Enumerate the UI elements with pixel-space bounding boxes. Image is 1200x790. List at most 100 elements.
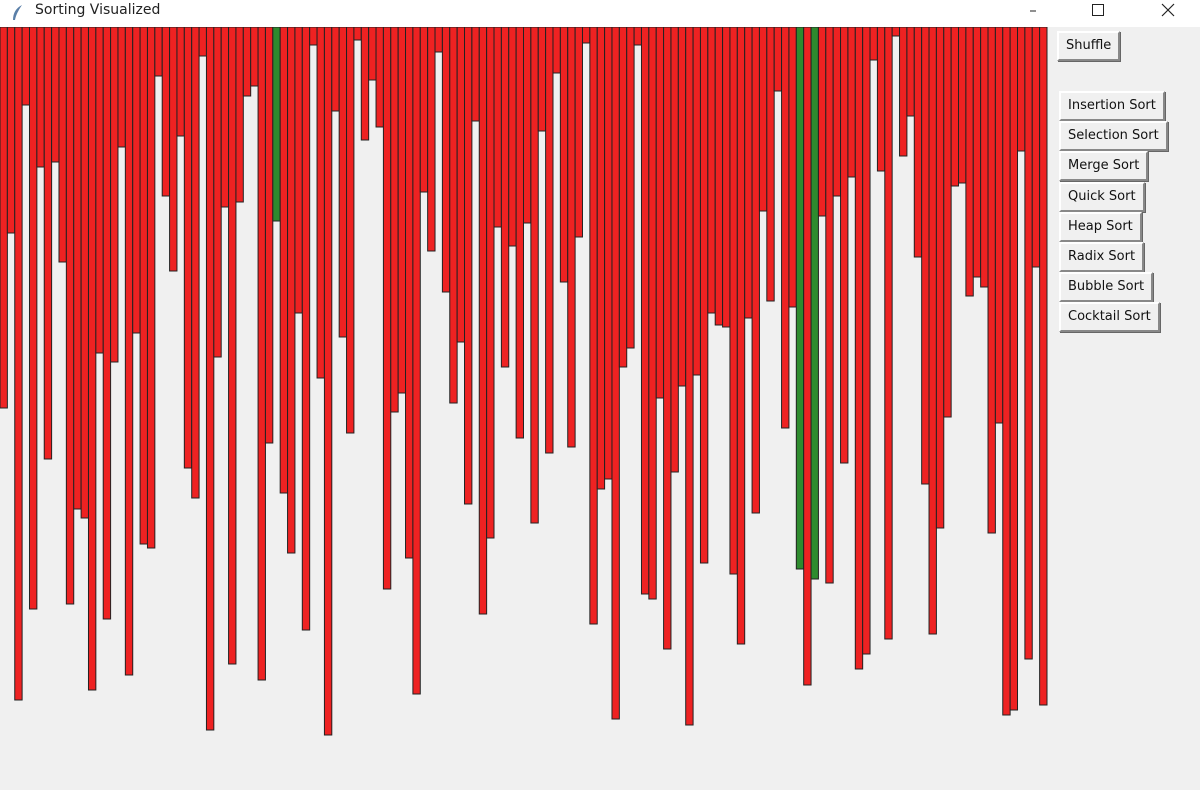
bar — [464, 27, 473, 505]
bar — [102, 27, 112, 620]
bar — [493, 27, 502, 228]
bar — [257, 27, 266, 681]
bar — [279, 27, 289, 494]
bar — [471, 27, 480, 122]
bar — [840, 27, 849, 464]
bar — [36, 27, 45, 168]
bar — [508, 27, 517, 247]
bar — [368, 27, 377, 81]
bar — [1002, 27, 1011, 716]
bar — [183, 27, 193, 469]
bar — [250, 27, 259, 87]
bar — [884, 27, 893, 640]
bar — [655, 27, 665, 399]
bar — [213, 27, 222, 358]
bar — [596, 27, 606, 490]
bar — [1031, 27, 1041, 268]
sort-button[interactable]: Quick Sort — [1059, 181, 1145, 212]
bar — [633, 27, 642, 46]
bar — [722, 27, 731, 328]
bar-canvas — [0, 27, 1048, 736]
bar — [604, 27, 613, 480]
bar — [795, 27, 805, 570]
bar — [191, 27, 200, 499]
bar — [73, 27, 82, 510]
bar — [228, 27, 237, 665]
bar — [987, 27, 996, 534]
bar — [707, 27, 716, 314]
bar — [198, 27, 207, 57]
bar — [648, 27, 657, 600]
bar — [80, 27, 89, 519]
bar — [1024, 27, 1033, 660]
sort-button[interactable]: Radix Sort — [1059, 242, 1145, 272]
bar — [6, 27, 16, 234]
bar — [862, 27, 871, 655]
bar — [43, 27, 53, 460]
bar — [1039, 27, 1048, 706]
bar — [21, 27, 30, 106]
bar — [677, 27, 687, 387]
bar — [980, 27, 989, 288]
bar — [994, 27, 1004, 424]
bar — [146, 27, 156, 549]
bar — [869, 27, 878, 61]
bar — [663, 27, 672, 650]
bar — [817, 27, 827, 217]
bar — [486, 27, 495, 539]
bar — [220, 27, 230, 208]
bar — [928, 27, 937, 635]
bar — [670, 27, 679, 473]
sort-button[interactable]: Insertion Sort — [1059, 91, 1165, 121]
bar — [766, 27, 775, 302]
bar — [950, 27, 960, 187]
bar — [692, 27, 701, 376]
bar — [832, 27, 842, 197]
bar — [618, 27, 628, 368]
bar — [545, 27, 554, 454]
bar — [28, 27, 38, 610]
bar — [611, 27, 620, 720]
bar — [640, 27, 650, 595]
bar — [287, 27, 296, 554]
bar — [441, 27, 451, 293]
bar — [552, 27, 561, 74]
bar — [803, 27, 812, 686]
bar — [825, 27, 834, 584]
bar — [117, 27, 126, 148]
bar — [242, 27, 252, 97]
bar — [397, 27, 407, 394]
bar — [736, 27, 746, 645]
bar — [449, 27, 458, 404]
bar — [1017, 27, 1026, 152]
bar — [899, 27, 908, 157]
bar — [729, 27, 738, 575]
bar — [110, 27, 119, 363]
shuffle-button[interactable]: Shuffle — [1057, 31, 1121, 61]
bar — [685, 27, 694, 726]
bar — [847, 27, 856, 178]
sort-button[interactable]: Selection Sort — [1059, 121, 1168, 152]
window-title: Sorting Visualized — [35, 2, 161, 18]
window-controls — [1030, 3, 1175, 17]
bar — [523, 27, 532, 224]
bar — [574, 27, 583, 238]
sort-button[interactable]: Cocktail Sort — [1059, 302, 1160, 333]
bar — [537, 27, 547, 132]
bar — [346, 27, 355, 434]
bar — [51, 27, 60, 163]
bar — [132, 27, 141, 334]
sort-button[interactable]: Merge Sort — [1059, 151, 1149, 182]
sort-button[interactable]: Heap Sort — [1059, 211, 1142, 242]
sort-button[interactable]: Bubble Sort — [1059, 272, 1154, 303]
bar — [58, 27, 67, 263]
bar — [626, 27, 635, 349]
bar — [427, 27, 436, 252]
bar — [714, 27, 724, 326]
close-button[interactable] — [1161, 3, 1175, 17]
bar — [891, 27, 901, 37]
bar — [567, 27, 576, 448]
bar — [124, 27, 134, 676]
maximize-button[interactable] — [1092, 4, 1104, 16]
bar — [154, 27, 163, 77]
